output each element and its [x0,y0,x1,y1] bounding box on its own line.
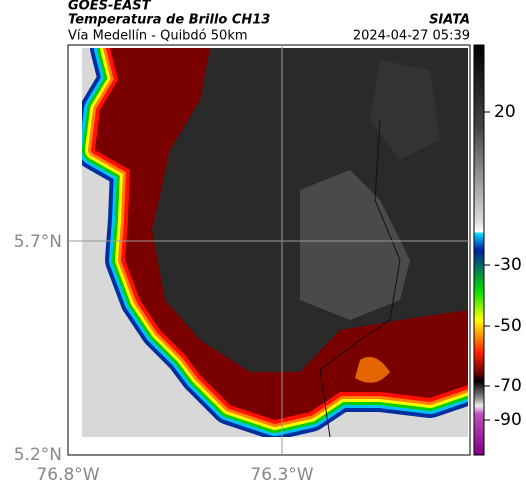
colorbar-tick-label: -50 [494,316,522,336]
lon-label: 76.3°W [250,465,313,485]
colorbar [473,44,485,456]
map [67,44,471,456]
datetime: 2024-04-27 05:39 [353,29,470,44]
lat-label: 5.7°N [14,232,62,252]
location: Vía Medellín - Quibdó 50km [68,29,248,44]
lat-label: 5.2°N [14,445,62,465]
colorbar-tick-label: 20 [494,102,516,122]
colorbar-tick-label: -90 [494,410,522,430]
source: SIATA [429,13,470,28]
product: Temperatura de Brillo CH13 [68,13,270,28]
colorbar-tick-label: -30 [494,255,522,275]
lon-label: 76.8°W [36,465,99,485]
satellite: GOES-EAST [68,0,152,14]
colorbar-tick-label: -70 [494,376,522,396]
